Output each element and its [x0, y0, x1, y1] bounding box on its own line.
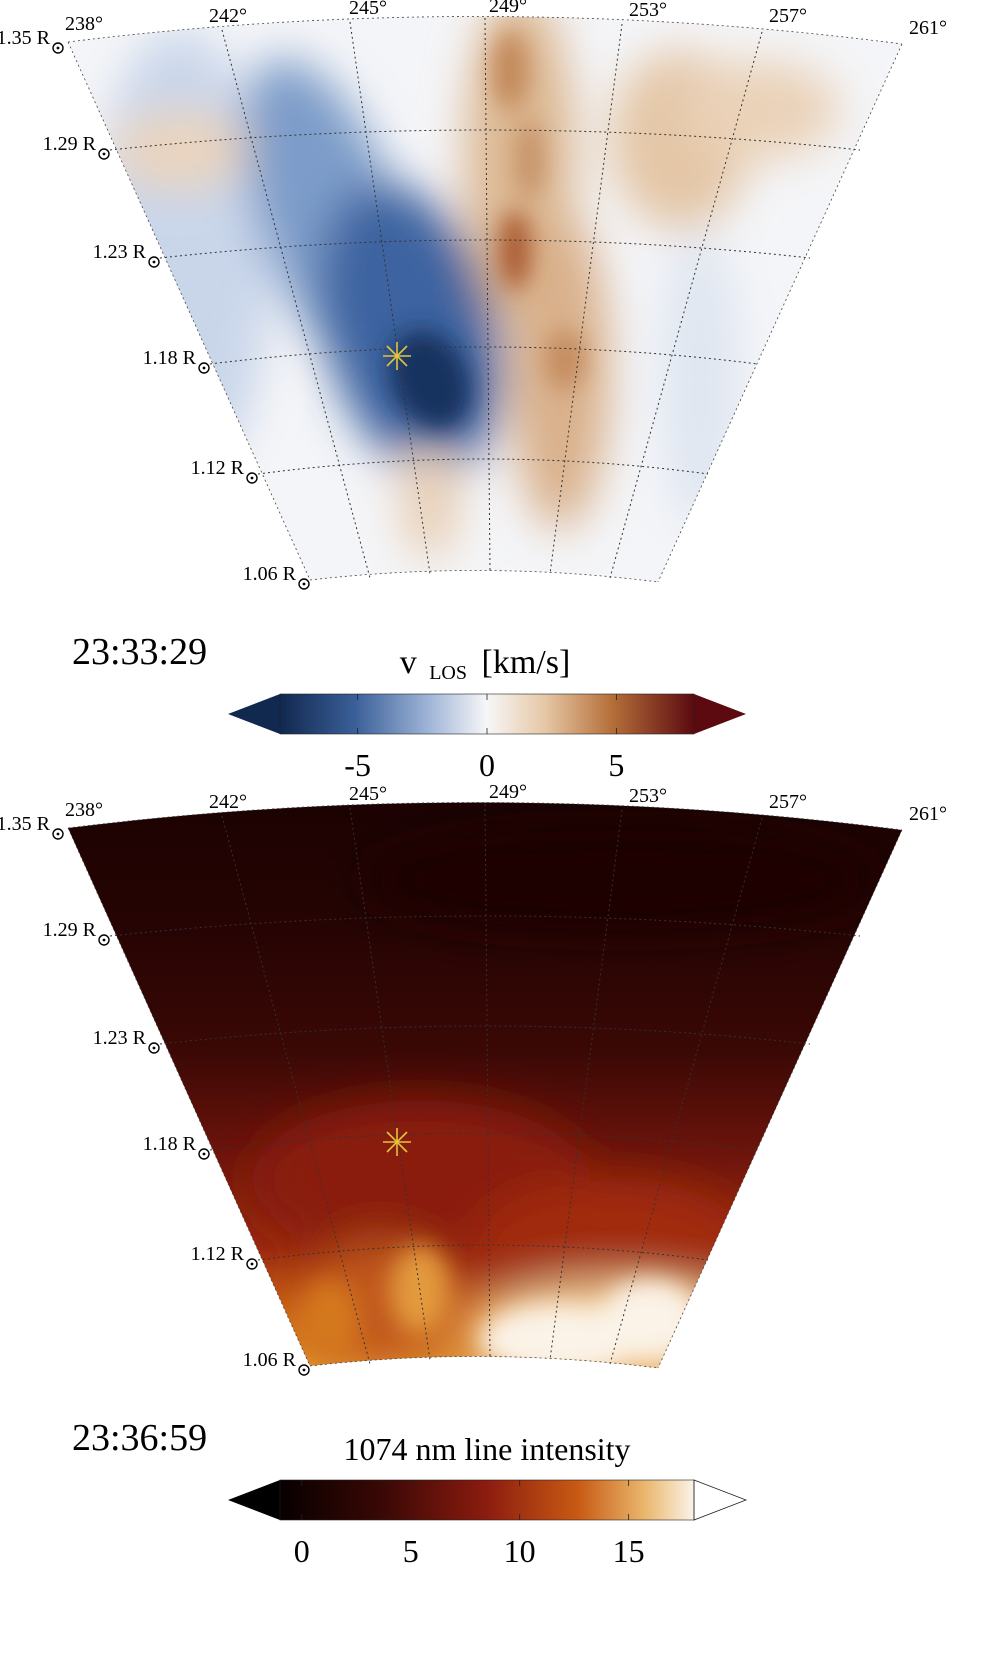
angle-tick-label: 245° — [349, 0, 387, 19]
angle-tick-label: 242° — [209, 791, 247, 813]
radius-tick-label: 1.35 R — [0, 27, 51, 49]
title-main: v — [400, 644, 417, 681]
angle-tick-label: 238° — [65, 13, 103, 35]
marker-asterisk — [383, 1128, 411, 1156]
title-sub: LOS — [429, 662, 467, 684]
sun-symbol-icon — [148, 1042, 160, 1054]
sun-symbol-icon — [52, 828, 64, 840]
intensity-panel: 238° 242° 245° 249° 253° 257° 261° 1.35 R 1.29 … — [0, 781, 947, 1569]
colorbar-title: v LOS [km/s] — [400, 644, 571, 687]
colorbar-tick-label: 5 — [608, 747, 624, 783]
velocity-map — [68, 16, 902, 583]
timestamp: 23:36:59 — [72, 1417, 207, 1459]
colorbar-tick-label: 0 — [479, 747, 495, 783]
radius-tick-label: 1.06 R — [243, 563, 297, 585]
colorbar-tick-label: -5 — [344, 747, 371, 783]
sun-symbol-icon — [52, 42, 64, 54]
radius-tick-label: 1.23 R — [93, 241, 147, 263]
angle-tick-label: 261° — [909, 17, 947, 39]
sun-symbol-icon — [98, 934, 110, 946]
sun-symbol-icon — [198, 1148, 210, 1160]
colorbar-tick-label: 10 — [504, 1533, 536, 1569]
sun-symbol-icon — [148, 256, 160, 268]
angle-tick-label: 249° — [489, 0, 527, 17]
angle-tick-label: 253° — [629, 785, 667, 807]
radius-tick-label: 1.23 R — [93, 1027, 147, 1049]
radius-tick-label: 1.18 R — [143, 347, 197, 369]
velocity-panel: 238° 242° 245° 249° 253° 257° 261° 1.35 R 1.29 … — [0, 0, 947, 783]
title-unit: [km/s] — [482, 644, 571, 681]
angle-tick-label: 238° — [65, 799, 103, 821]
velocity-grid — [67, 16, 903, 583]
angle-tick-label: 257° — [769, 791, 807, 813]
colorbar-tick-label: 15 — [613, 1533, 645, 1569]
angle-tick-label: 249° — [489, 781, 527, 803]
marker-asterisk — [383, 342, 411, 370]
angle-tick-label: 242° — [209, 5, 247, 27]
intensity-colorbar — [228, 1479, 748, 1521]
angle-tick-labels: 238° 242° 245° 249° 253° 257° 261° — [65, 781, 947, 825]
colorbar-tick-label: 0 — [294, 1533, 310, 1569]
sun-symbol-icon — [298, 1364, 310, 1376]
sun-symbol-icon — [246, 472, 258, 484]
sun-symbol-icon — [298, 578, 310, 590]
timestamp: 23:33:29 — [72, 631, 207, 673]
radius-tick-label: 1.12 R — [191, 457, 245, 479]
sun-symbol-icon — [198, 362, 210, 374]
angle-tick-label: 257° — [769, 5, 807, 27]
colorbar-tick-label: 5 — [403, 1533, 419, 1569]
angle-tick-labels: 238° 242° 245° 249° 253° 257° 261° — [65, 0, 947, 39]
radius-tick-label: 1.35 R — [0, 813, 51, 835]
sun-symbol-icon — [98, 148, 110, 160]
velocity-colorbar-ticks: -5 0 5 — [344, 694, 624, 783]
intensity-grid — [67, 802, 903, 1369]
velocity-colorbar — [228, 693, 746, 735]
colorbar-title: 1074 nm line intensity — [343, 1431, 630, 1467]
angle-tick-label: 253° — [629, 0, 667, 21]
radius-tick-labels: 1.35 R 1.29 R 1.23 R 1.18 R 1.12 R 1.06 R — [0, 27, 310, 590]
radius-tick-label: 1.29 R — [43, 133, 97, 155]
radius-tick-label: 1.06 R — [243, 1349, 297, 1371]
angle-tick-label: 245° — [349, 783, 387, 805]
intensity-map — [68, 802, 902, 1368]
angle-tick-label: 261° — [909, 803, 947, 825]
radius-tick-labels: 1.35 R 1.29 R 1.23 R 1.18 R 1.12 R 1.06 R — [0, 813, 310, 1376]
sun-symbol-icon — [246, 1258, 258, 1270]
intensity-colorbar-ticks: 0 5 10 15 — [294, 1480, 645, 1569]
radius-tick-label: 1.18 R — [143, 1133, 197, 1155]
radius-tick-label: 1.12 R — [191, 1243, 245, 1265]
radius-tick-label: 1.29 R — [43, 919, 97, 941]
